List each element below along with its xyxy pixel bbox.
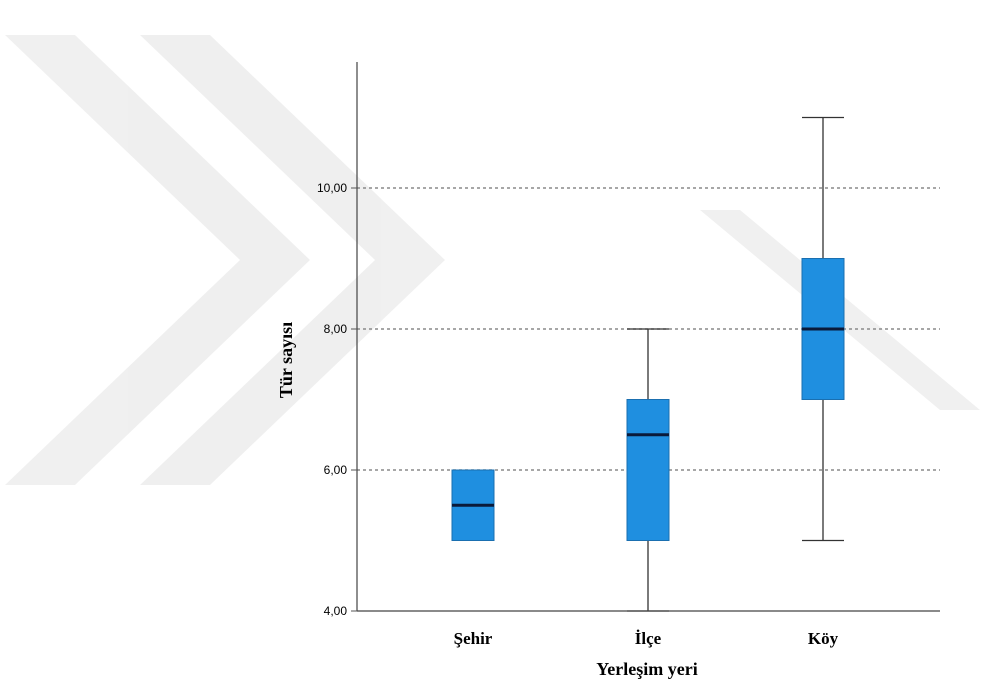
box-1 <box>451 469 495 541</box>
y-tick-labels: 4,00 6,00 8,00 10,00 <box>317 181 357 618</box>
y-tick-label: 8,00 <box>324 322 348 336</box>
y-tick-label: 6,00 <box>324 463 348 477</box>
y-tick-label: 4,00 <box>324 604 348 618</box>
y-axis-title: Tür sayısı <box>276 322 296 398</box>
box-2 <box>626 328 670 612</box>
y-tick-label: 10,00 <box>317 181 347 195</box>
x-category-labels: Şehir İlçe Köy <box>454 629 839 648</box>
box-iqr <box>626 399 670 541</box>
x-category-label: Şehir <box>454 629 493 648</box>
x-category-label: İlçe <box>635 629 662 648</box>
box-3 <box>801 116 845 542</box>
axes <box>356 62 940 612</box>
x-axis-title: Yerleşim yeri <box>596 659 697 679</box>
x-category-label: Köy <box>808 629 839 648</box>
boxes <box>451 116 845 612</box>
